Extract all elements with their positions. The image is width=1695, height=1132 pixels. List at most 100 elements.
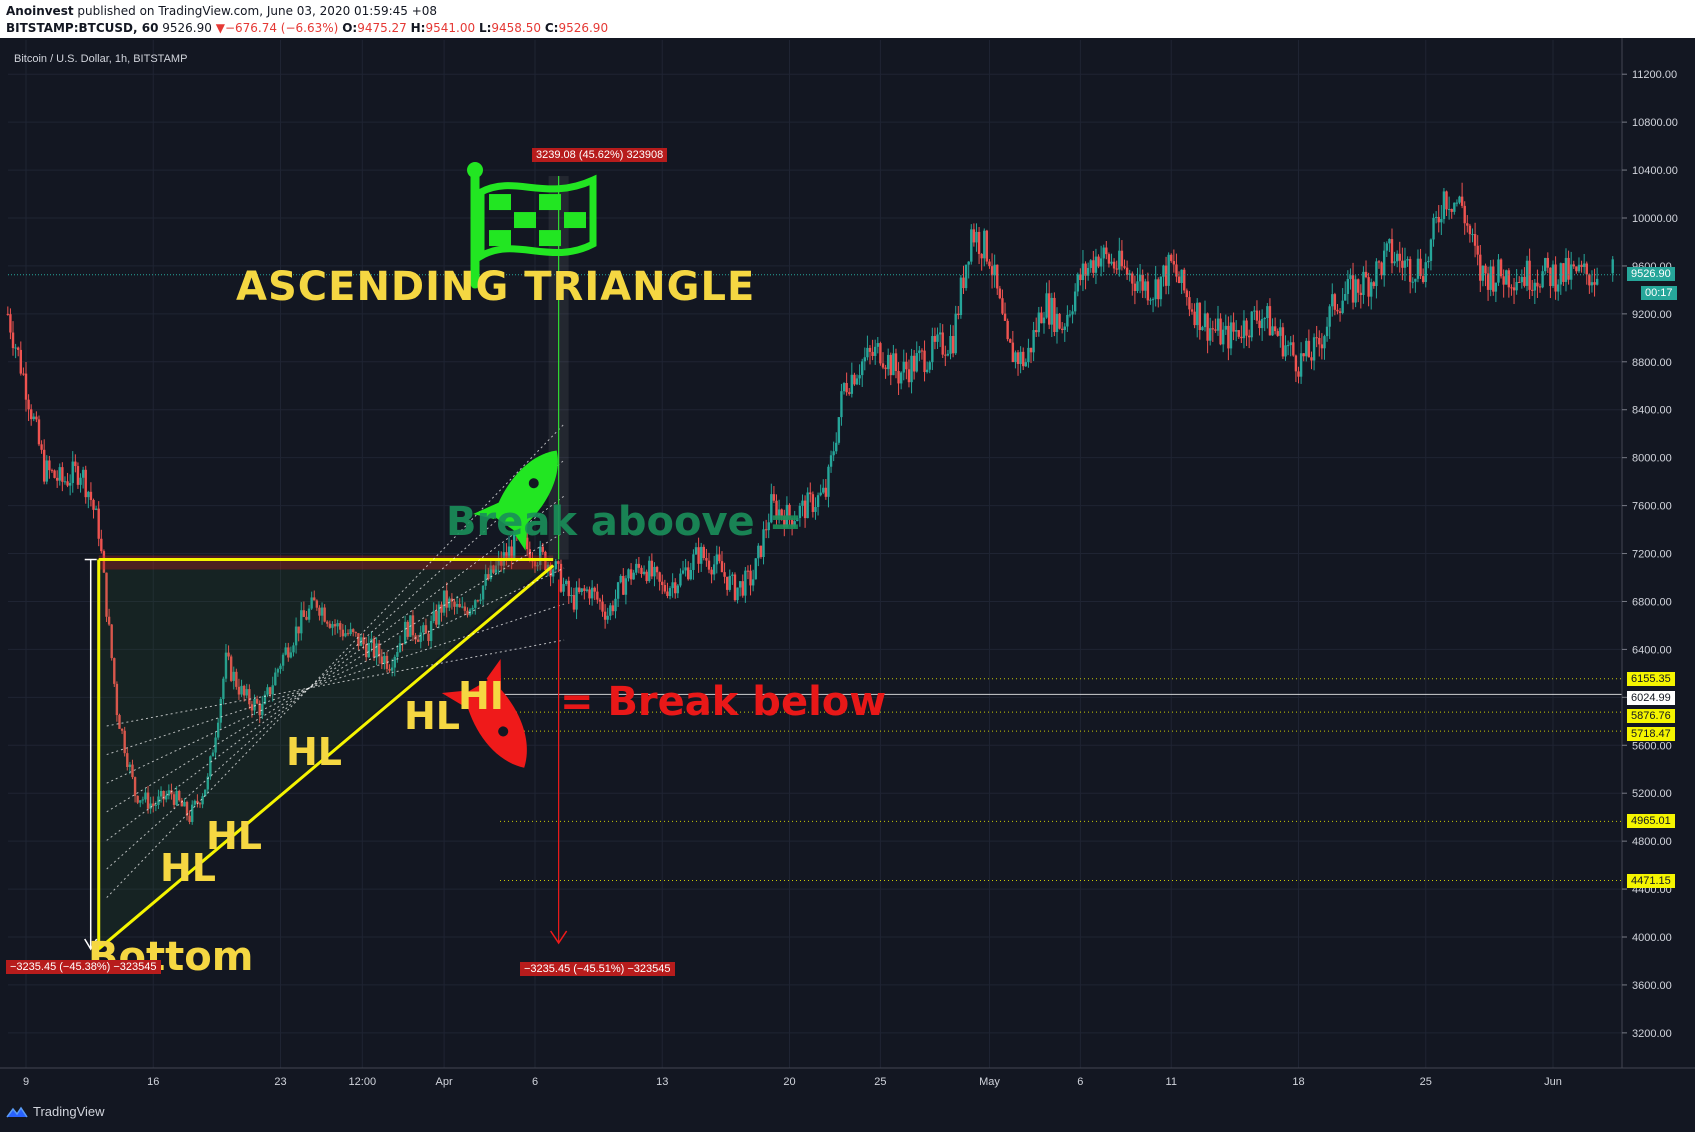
candle-body — [1206, 313, 1209, 341]
candle-body — [980, 253, 983, 259]
candle-body — [198, 803, 202, 805]
candle-body — [1411, 281, 1414, 283]
candle-body — [531, 560, 534, 562]
candle-body — [448, 598, 451, 608]
candle-body — [1499, 259, 1503, 277]
candle-body — [1512, 287, 1516, 291]
candle-body — [113, 658, 116, 684]
candle-body — [1486, 273, 1490, 290]
candle-body — [1398, 253, 1401, 261]
candle-body — [1507, 270, 1511, 288]
last-price: 9526.90 — [162, 21, 212, 35]
x-tick-label: Apr — [436, 1076, 453, 1088]
x-tick-label: 25 — [874, 1076, 886, 1088]
candle-body — [481, 585, 485, 600]
candle-body — [133, 777, 137, 796]
candle-body — [1196, 302, 1199, 326]
candle-body — [100, 538, 103, 552]
candle-body — [1128, 273, 1131, 275]
candle-body — [136, 795, 139, 803]
candle-body — [19, 349, 23, 374]
candle-body — [1367, 277, 1370, 297]
candle-body — [193, 800, 197, 805]
candle-body — [624, 578, 628, 595]
candle-body — [850, 374, 854, 394]
candle-body — [1079, 274, 1082, 281]
tradingview-brand[interactable]: TradingView — [6, 1104, 105, 1119]
x-tick-label: 20 — [783, 1076, 795, 1088]
candle-body — [923, 350, 926, 373]
flag-check — [489, 194, 512, 211]
candle-body — [827, 466, 830, 497]
candle-body — [780, 509, 783, 517]
candle-body — [931, 336, 934, 363]
candle-body — [445, 590, 448, 608]
candle-body — [1146, 281, 1150, 301]
candle-body — [320, 607, 324, 616]
candle-body — [297, 626, 300, 634]
candle-body — [575, 587, 578, 610]
candle-body — [871, 351, 874, 356]
candle-body — [1388, 239, 1391, 244]
candle-body — [240, 685, 243, 695]
measure-left-label[interactable]: −3235.45 (−45.38%) −323545 — [6, 960, 161, 974]
candle-body — [266, 687, 269, 695]
candle-body — [1162, 265, 1165, 277]
candle-body — [105, 572, 108, 617]
candle-body — [757, 545, 760, 559]
publisher-name[interactable]: Anoinvest — [6, 4, 74, 18]
candle-body — [697, 547, 700, 564]
candle-body — [754, 558, 757, 580]
symbol-label[interactable]: BITSTAMP:BTCUSD, 60 — [6, 21, 159, 35]
candle-body — [1188, 297, 1191, 310]
candle-body — [1144, 281, 1147, 291]
candle-body — [1414, 278, 1417, 282]
candle-body — [1424, 262, 1427, 283]
candle-body — [635, 563, 638, 573]
candle-body — [463, 606, 467, 611]
horizontal-levels — [8, 274, 1622, 882]
candle-body — [855, 378, 859, 385]
candle-body — [632, 572, 635, 580]
resistance-zone — [98, 555, 554, 570]
candle-body — [585, 589, 589, 591]
candle-body — [684, 567, 687, 571]
hl-label-5: HI — [458, 674, 504, 718]
support-line — [97, 564, 555, 951]
measure-top-label[interactable]: 3239.08 (45.62%) 323908 — [532, 148, 668, 162]
candle-body — [81, 469, 85, 478]
candle-body — [835, 442, 838, 452]
candle-body — [139, 800, 142, 803]
candle-body — [1549, 267, 1552, 287]
candle-body — [1320, 344, 1324, 349]
candle-body — [227, 652, 230, 657]
candle-body — [1502, 276, 1505, 285]
candle-body — [1297, 371, 1300, 377]
candle-body — [1180, 269, 1183, 284]
candle-body — [876, 343, 879, 347]
candle-body — [489, 565, 493, 580]
candle-body — [331, 624, 334, 628]
y-tick-label: 9200.00 — [1632, 309, 1672, 321]
candle-body — [1170, 254, 1173, 262]
checkered-flag-icon — [477, 174, 597, 263]
channel-line — [106, 495, 565, 841]
candle-body — [362, 637, 365, 645]
candle-body — [183, 801, 186, 807]
candle-body — [964, 264, 968, 289]
publish-header: Anoinvest published on TradingView.com, … — [0, 0, 1695, 38]
candle-body — [1284, 345, 1287, 357]
hl-label-2: HL — [206, 814, 263, 858]
icon-drawings — [441, 162, 597, 768]
candle-body — [1305, 340, 1308, 357]
measure-bottom-label[interactable]: −3235.45 (−45.51%) −323545 — [520, 962, 675, 976]
candle-body — [1351, 275, 1355, 303]
candle-body — [1450, 209, 1453, 212]
candle-body — [712, 564, 716, 575]
candle-body — [1489, 266, 1492, 290]
candle-body — [954, 313, 957, 354]
candle-body — [40, 444, 43, 450]
candle-body — [1440, 219, 1443, 223]
candle-body — [115, 683, 119, 716]
